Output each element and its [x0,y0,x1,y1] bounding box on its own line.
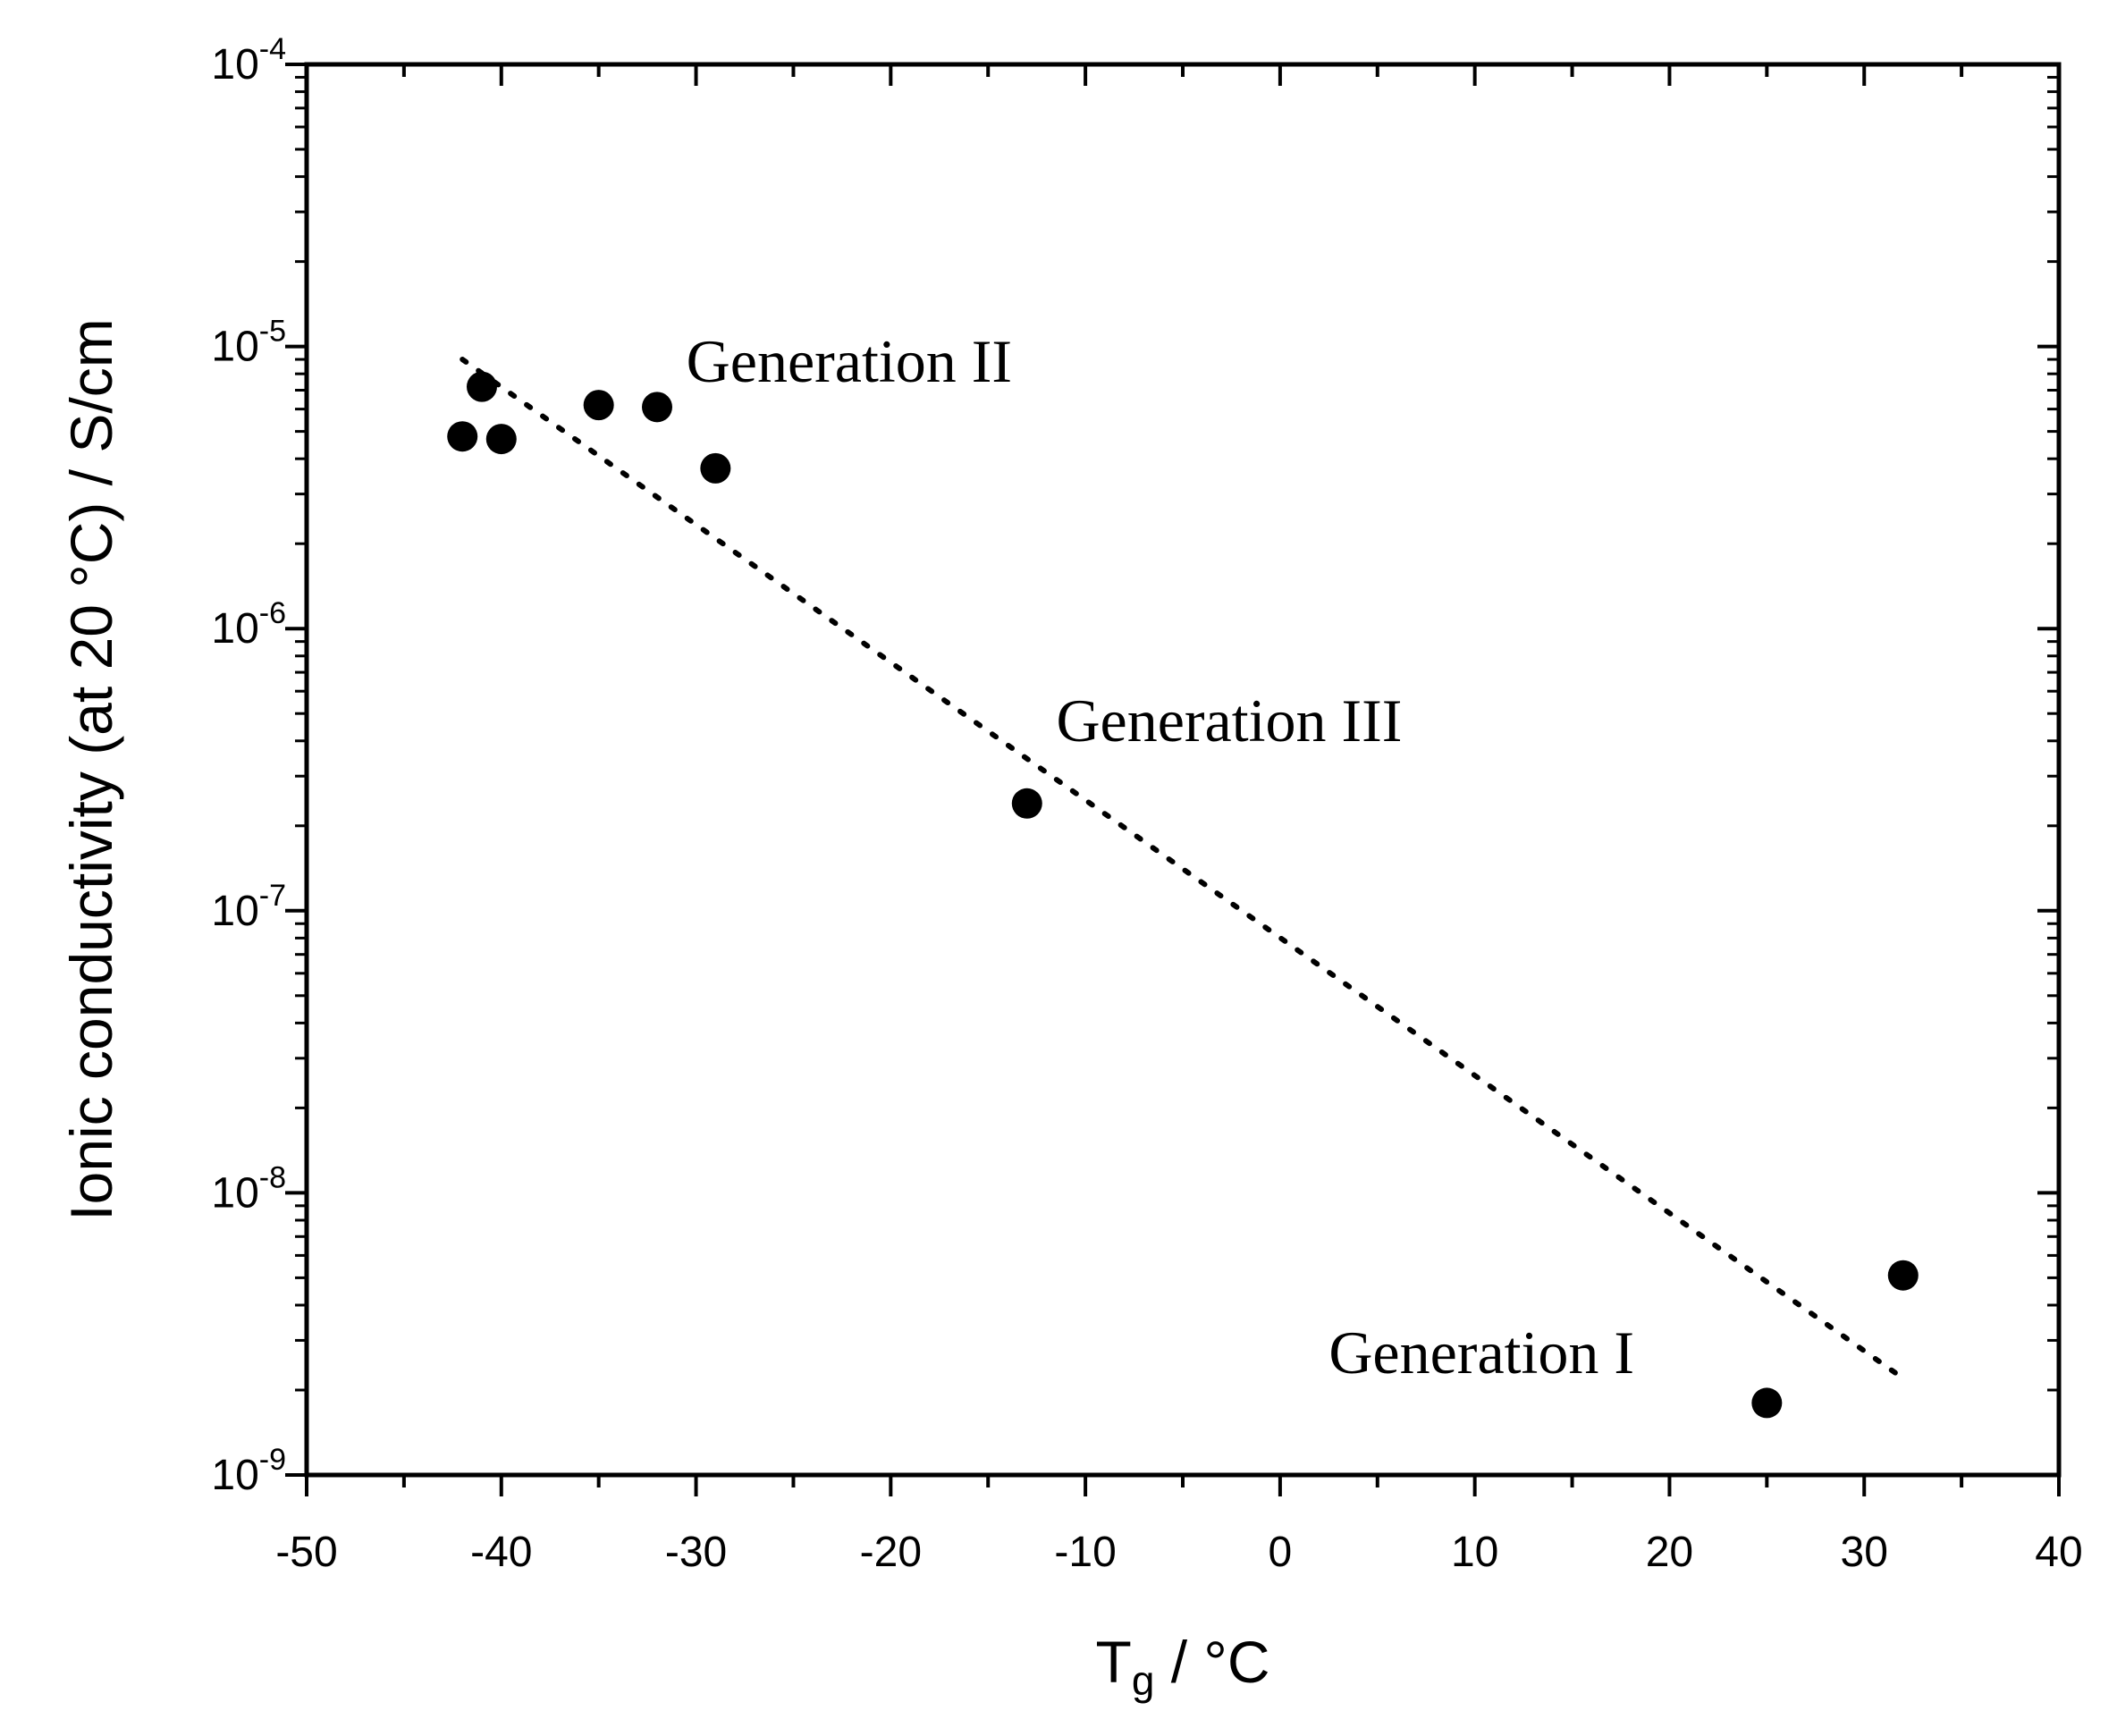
axis-ticks [285,63,2061,1496]
x-tick-label: -40 [470,1529,532,1576]
y-tick-label: 10-5 [211,315,286,371]
x-tick-labels: -50 -40 -30 -20 -10 0 10 20 30 40 [275,1529,2082,1576]
y-axis-title: Ionic conductivity (at 20 °C) / S/cm [58,318,124,1220]
data-point [485,424,517,455]
data-point [1751,1387,1783,1419]
x-tick-label: 20 [1646,1529,1693,1576]
plot-frame [304,62,2062,1478]
annotations: Generation II Generation III Generation I [687,327,1634,1386]
data-point [642,392,672,423]
x-tick-label: -50 [275,1529,337,1576]
x-tick-label: 0 [1269,1529,1293,1576]
x-tick-label: -30 [665,1529,727,1576]
x-axis-title: Tg / °C [1096,1629,1270,1704]
annotation-label: Generation II [687,327,1012,395]
y-tick-labels: 10-9 10-8 10-7 10-6 10-5 10-4 [211,32,286,1499]
x-tick-label: 30 [1841,1529,1888,1576]
data-point [1011,788,1042,819]
x-tick-label: 40 [2035,1529,2082,1576]
data-point [1887,1260,1919,1291]
annotation-label: Generation I [1328,1319,1634,1386]
annotation-label: Generation III [1056,687,1402,754]
fit-line [460,357,1906,1381]
x-tick-label: -10 [1054,1529,1116,1576]
y-tick-label: 10-8 [211,1160,286,1217]
data-point [700,452,731,484]
x-tick-label: -20 [860,1529,922,1576]
data-points [447,371,1919,1419]
data-point [447,421,478,452]
x-tick-label: 10 [1451,1529,1498,1576]
y-tick-label: 10-4 [211,32,286,88]
y-tick-label: 10-9 [211,1443,286,1499]
data-point [583,390,614,421]
y-tick-label: 10-6 [211,596,286,653]
y-tick-label: 10-7 [211,879,286,935]
fit-line-segment [460,357,1906,1381]
data-point [467,371,497,402]
